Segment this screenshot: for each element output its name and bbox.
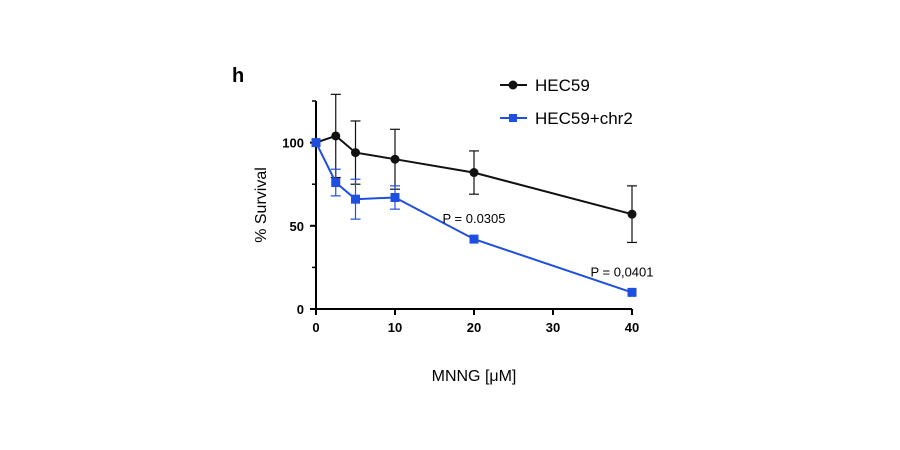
data-point (390, 154, 400, 164)
axes (315, 101, 632, 310)
x-tick-label: 0 (312, 320, 319, 335)
series-layer (311, 93, 637, 297)
y-tick-label: 0 (297, 302, 304, 317)
series-line (315, 142, 633, 294)
y-tick-label: 100 (282, 136, 304, 151)
data-point (351, 148, 360, 158)
data-point (627, 287, 637, 297)
data-point (331, 131, 341, 141)
x-tick-label: 10 (388, 320, 402, 335)
legend-item-hec59-chr2: HEC59+chr2 (500, 109, 633, 128)
legend-item-hec59: HEC59 (500, 76, 590, 95)
legend-label-hec59-chr2: HEC59+chr2 (535, 109, 633, 128)
annotation-layer: P = 0.0305 P = 0,0401 (442, 211, 653, 279)
data-point (351, 194, 360, 204)
data-point (469, 234, 479, 244)
x-tick-label: 40 (625, 320, 639, 335)
p-value-annotation: P = 0,0401 (590, 264, 653, 279)
x-tick-label: 20 (467, 320, 481, 335)
panel-letter: h (232, 65, 244, 87)
legend-label-hec59: HEC59 (535, 76, 590, 95)
y-tick-label: 50 (290, 219, 304, 234)
data-point (331, 178, 341, 188)
legend-marker-hec59-chr2 (509, 114, 517, 122)
series-hec59-chr2 (311, 138, 637, 297)
series-hec59 (311, 93, 637, 244)
data-point (627, 209, 637, 219)
x-tick-label: 30 (546, 320, 560, 335)
ticks: 0 10 20 30 40 0 50 100 (282, 100, 639, 335)
y-axis-title: % Survival (253, 167, 270, 243)
data-point (311, 138, 321, 148)
data-point (390, 193, 400, 203)
p-value-annotation: P = 0.0305 (442, 211, 505, 226)
legend: HEC59 HEC59+chr2 (500, 76, 633, 128)
x-axis-title: MNNG [μM] (432, 368, 517, 385)
data-point (469, 168, 479, 178)
legend-marker-hec59 (508, 80, 518, 90)
